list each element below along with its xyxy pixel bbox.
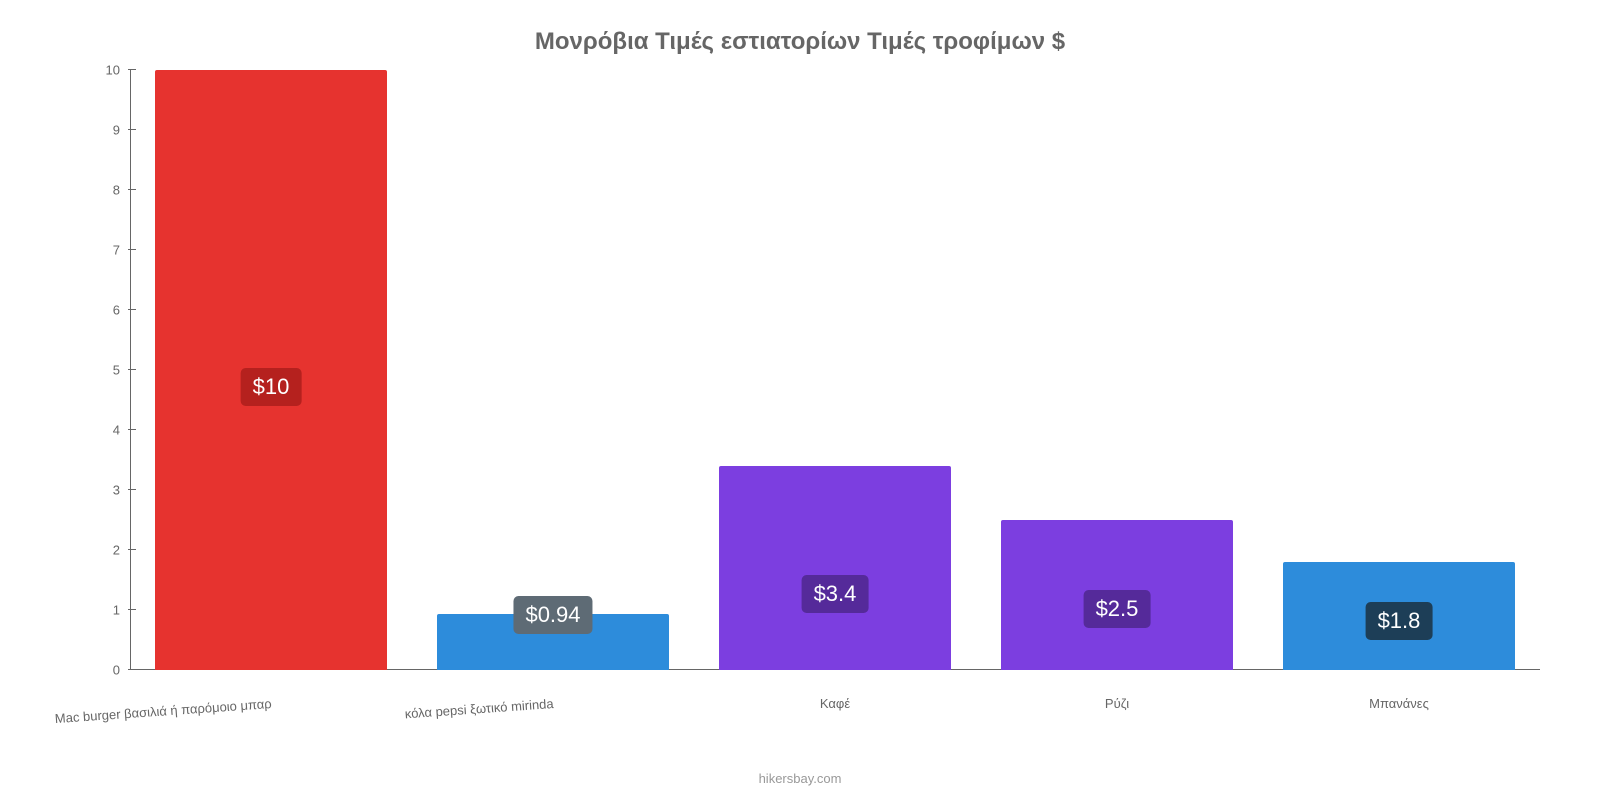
- x-axis-label: Μπανάνες: [1369, 696, 1429, 711]
- value-badge: $1.8: [1366, 602, 1433, 640]
- y-tick-label: 0: [80, 663, 120, 678]
- x-axis-label: Καφέ: [820, 696, 850, 711]
- x-axis-label: κόλα pepsi ξωτικό mirinda: [404, 696, 554, 721]
- bars-group: $10 $0.94 $3.4 $2.5 $1.8: [130, 70, 1540, 670]
- y-tick-label: 9: [80, 123, 120, 138]
- chart-title: Μονρόβια Τιμές εστιατορίων Τιμές τροφίμω…: [40, 28, 1560, 56]
- bar-slot: $1.8: [1258, 70, 1540, 670]
- bar: $3.4: [719, 466, 950, 670]
- value-badge: $3.4: [802, 575, 869, 613]
- bar: $2.5: [1001, 520, 1232, 670]
- y-tick-label: 2: [80, 543, 120, 558]
- bar: $10: [155, 70, 386, 670]
- chart-container: Μονρόβια Τιμές εστιατορίων Τιμές τροφίμω…: [0, 0, 1600, 800]
- y-axis: 012345678910: [80, 70, 120, 670]
- y-tick-label: 8: [80, 183, 120, 198]
- bar-slot: $3.4: [694, 70, 976, 670]
- y-tick-label: 4: [80, 423, 120, 438]
- credit-text: hikersbay.com: [0, 771, 1600, 786]
- y-tick-label: 10: [80, 63, 120, 78]
- bar-slot: $2.5: [976, 70, 1258, 670]
- y-tick-label: 1: [80, 603, 120, 618]
- y-tick-label: 5: [80, 363, 120, 378]
- y-tick-label: 3: [80, 483, 120, 498]
- plot-area: 012345678910 $10$0.94$3.4$2.5$1.8 Mac bu…: [130, 70, 1540, 690]
- bar-slot: $10: [130, 70, 412, 670]
- y-tick-label: 6: [80, 303, 120, 318]
- value-badge: $2.5: [1084, 590, 1151, 628]
- value-badge: $0.94: [513, 596, 592, 634]
- x-axis-label: Ρύζι: [1105, 696, 1129, 711]
- bar-slot: $0.94: [412, 70, 694, 670]
- bar: $1.8: [1283, 562, 1514, 670]
- bar: $0.94: [437, 614, 668, 670]
- value-badge: $10: [241, 368, 302, 406]
- x-axis-label: Mac burger βασιλιά ή παρόμοιο μπαρ: [54, 696, 272, 726]
- y-tick-label: 7: [80, 243, 120, 258]
